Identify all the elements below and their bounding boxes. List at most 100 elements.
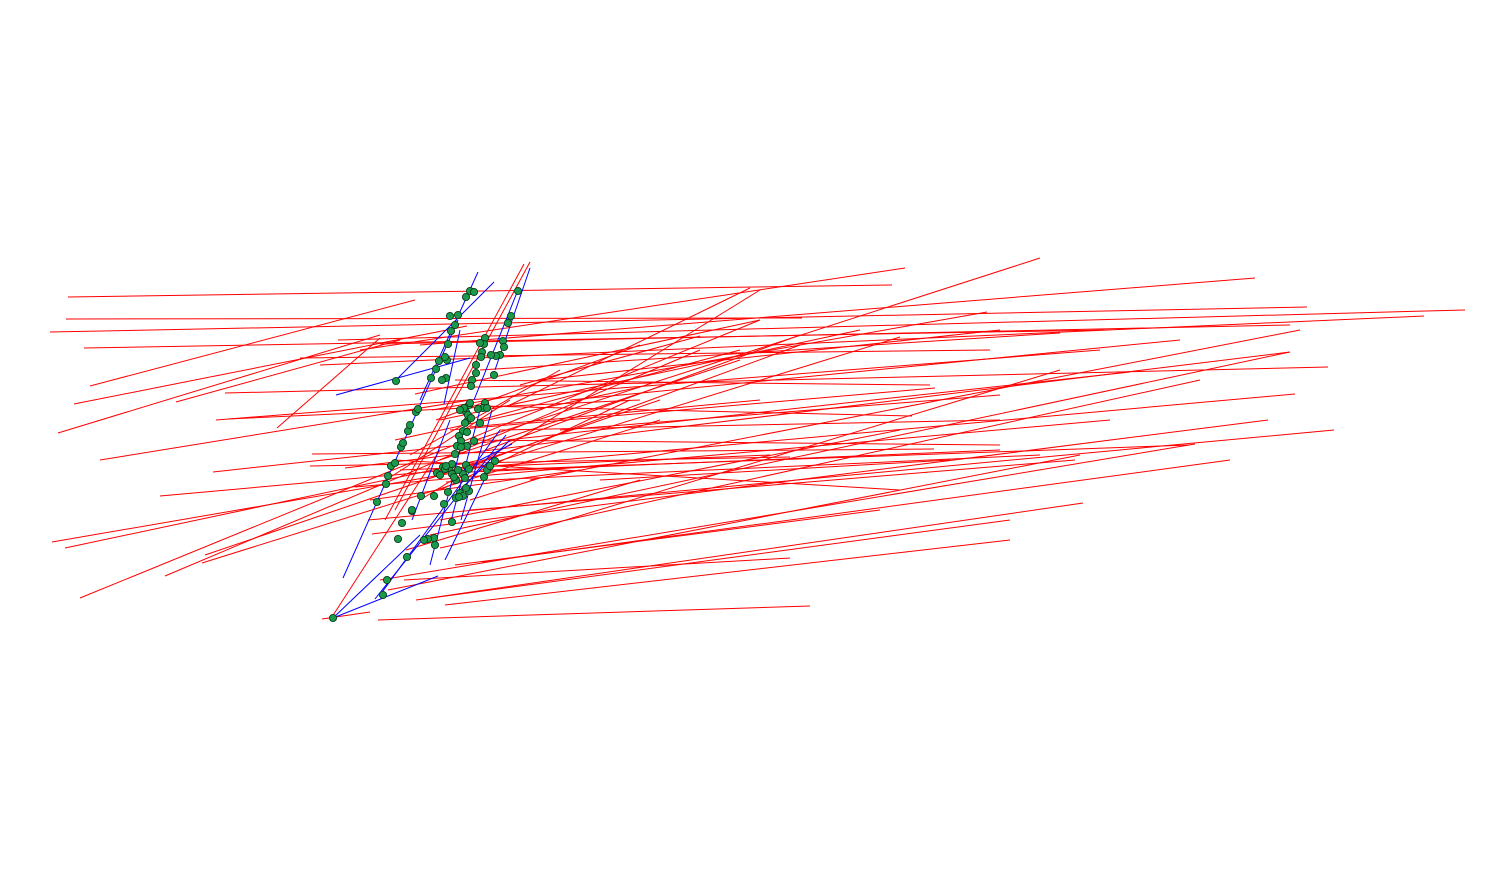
graph-node — [450, 449, 460, 459]
graph-node — [455, 405, 465, 415]
red-segment — [399, 454, 771, 471]
graph-node — [513, 286, 523, 296]
graph-node — [460, 473, 470, 483]
graph-node — [405, 420, 415, 430]
graph-node — [435, 470, 445, 480]
red-segment — [57, 334, 381, 434]
graph-node — [447, 517, 457, 527]
graph-node — [499, 342, 509, 352]
graph-node — [464, 464, 474, 474]
graph-node — [397, 518, 407, 528]
graph-node — [471, 360, 481, 370]
red-segment — [479, 332, 1061, 371]
graph-node — [475, 418, 485, 428]
graph-node — [479, 472, 489, 482]
graph-node — [443, 487, 453, 497]
red-segment — [175, 339, 401, 403]
graph-node — [450, 320, 460, 330]
red-segment — [83, 329, 1106, 349]
red-segment — [599, 459, 951, 481]
red-segment — [377, 605, 811, 621]
red-segment — [469, 459, 1076, 511]
red-segment — [64, 459, 481, 549]
red-segment — [379, 324, 1291, 345]
graph-node — [466, 413, 476, 423]
blue-segment-layer — [332, 267, 531, 619]
graph-node — [489, 370, 499, 380]
blue-segment — [335, 357, 471, 396]
red-segment — [384, 263, 525, 521]
graph-node — [461, 292, 471, 302]
graph-node — [426, 373, 436, 383]
graph-node — [454, 492, 464, 502]
red-segment — [459, 257, 1041, 446]
red-segment — [204, 399, 661, 556]
red-segment — [403, 557, 791, 581]
blue-segment — [332, 534, 421, 619]
graph-node — [465, 398, 475, 408]
graph-node — [328, 613, 338, 623]
graph-node — [486, 350, 496, 360]
graph-node — [391, 376, 401, 386]
blue-segment — [479, 443, 513, 461]
red-segment — [405, 479, 641, 551]
blue-segment — [394, 281, 495, 382]
graph-node — [383, 471, 393, 481]
graph-node — [462, 427, 472, 437]
red-segment — [299, 349, 991, 359]
red-segment — [319, 315, 1425, 366]
red-segment — [519, 335, 701, 386]
graph-node — [469, 287, 479, 297]
graph-node — [416, 491, 426, 501]
graph-node — [456, 442, 466, 452]
graph-node — [382, 575, 392, 585]
graph-node — [434, 356, 444, 366]
red-segment — [429, 351, 1291, 536]
graph-node — [461, 483, 471, 493]
red-segment — [89, 299, 416, 387]
red-segment — [337, 309, 1466, 341]
red-segment — [415, 519, 1011, 601]
red-segment — [469, 477, 541, 501]
red-segment — [479, 405, 913, 417]
red-segment — [489, 444, 1191, 471]
red-segment — [529, 329, 1301, 481]
graph-node — [443, 339, 453, 349]
graph-node — [441, 461, 451, 471]
graph-node — [393, 534, 403, 544]
graph-node — [402, 552, 412, 562]
graph-node — [453, 310, 463, 320]
graph-node — [503, 318, 513, 328]
graph-node — [407, 505, 417, 515]
graph-node — [419, 535, 429, 545]
red-segment — [539, 329, 1001, 381]
graph-node — [460, 418, 470, 428]
blue-segment — [473, 289, 519, 401]
blue-segment — [411, 419, 451, 521]
graph-node — [413, 404, 423, 414]
graph-node — [429, 491, 439, 501]
graph-node — [372, 497, 382, 507]
blue-segment — [374, 434, 507, 600]
graph-node — [449, 472, 459, 482]
red-segment — [99, 399, 471, 461]
graph-node — [475, 338, 485, 348]
graph-node — [485, 461, 495, 471]
red-segment — [276, 337, 381, 429]
red-segment — [394, 459, 901, 491]
red-segment — [454, 379, 931, 386]
graph-node — [446, 326, 456, 336]
graph-node — [381, 479, 391, 489]
blue-segment — [460, 409, 493, 521]
graph-node — [430, 540, 440, 550]
red-segment — [159, 393, 1296, 497]
graph-node — [440, 352, 450, 362]
red-segment — [369, 469, 581, 501]
red-segment — [559, 394, 1001, 431]
red-segment — [469, 336, 901, 471]
red-segment — [394, 386, 641, 441]
red-segment — [215, 349, 1101, 421]
red-segment — [509, 287, 751, 406]
red-segment — [387, 454, 1081, 591]
